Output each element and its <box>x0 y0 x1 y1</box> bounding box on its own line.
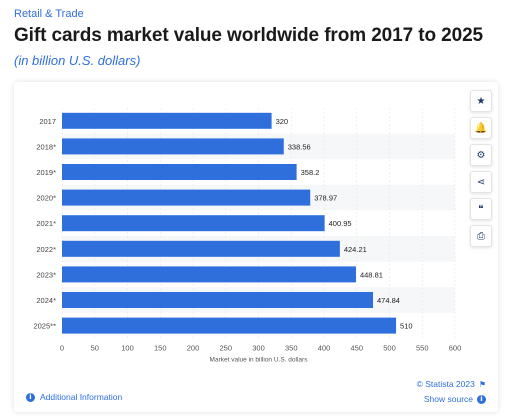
data-label: 424.21 <box>344 245 367 254</box>
cite-quote-icon[interactable]: ❝ <box>470 198 492 220</box>
category-label: 2024* <box>36 296 56 305</box>
x-tick-label: 500 <box>383 343 396 352</box>
x-tick-label: 350 <box>285 343 298 352</box>
x-tick-label: 450 <box>350 343 363 352</box>
category-label: 2022* <box>36 245 56 254</box>
category-label: 2021* <box>36 219 56 228</box>
category-link[interactable]: Retail & Trade <box>14 8 84 20</box>
category-label: 2025** <box>33 322 56 331</box>
bar <box>62 164 297 180</box>
data-label: 474.84 <box>377 296 400 305</box>
x-tick-label: 400 <box>318 343 331 352</box>
notification-bell-icon[interactable]: 🔔 <box>470 117 492 139</box>
additional-info-link[interactable]: i Additional Information <box>26 392 122 402</box>
show-source-link[interactable]: Show source i <box>424 394 486 404</box>
category-label: 2023* <box>36 270 56 279</box>
category-label: 2017 <box>39 117 56 126</box>
statista-copyright[interactable]: © Statista 2023 ⚑ <box>417 379 486 389</box>
data-label: 378.97 <box>314 194 337 203</box>
chart-card: 320 2017 338.56 2018* 358.2 2019* 378.97 2020* 4… <box>14 82 498 412</box>
data-label: 320 <box>276 117 289 126</box>
x-tick-label: 300 <box>252 343 265 352</box>
category-label: 2020* <box>36 194 56 203</box>
chart-subtitle: (in billion U.S. dollars) <box>14 53 141 68</box>
data-label: 400.95 <box>329 219 352 228</box>
bar <box>62 266 356 283</box>
data-label: 358.2 <box>301 168 320 177</box>
data-label: 448.81 <box>360 270 383 279</box>
x-tick-label: 100 <box>121 343 134 352</box>
info-icon: i <box>26 392 35 402</box>
category-label: 2018* <box>36 142 56 151</box>
bar <box>62 240 340 257</box>
additional-info-label: Additional Information <box>40 392 123 402</box>
show-source-label: Show source <box>423 394 473 404</box>
data-label: 510 <box>400 322 413 331</box>
tool-sidebar: ★ 🔔 ⚙ ⋖ ❝ ⎙ <box>470 90 494 252</box>
x-tick-label: 250 <box>219 343 232 352</box>
x-tick-label: 600 <box>449 343 462 352</box>
bar <box>62 138 284 155</box>
share-icon[interactable]: ⋖ <box>470 171 492 193</box>
bar <box>62 292 374 308</box>
favorite-star-icon[interactable]: ★ <box>470 90 492 112</box>
x-tick-label: 150 <box>154 343 167 352</box>
category-label: 2019* <box>36 168 56 177</box>
bar <box>62 189 311 206</box>
bar <box>62 215 325 232</box>
print-icon[interactable]: ⎙ <box>470 225 492 247</box>
settings-gear-icon[interactable]: ⚙ <box>470 144 492 166</box>
data-label: 338.56 <box>288 142 311 151</box>
bar <box>62 317 397 334</box>
x-tick-label: 0 <box>60 343 64 352</box>
x-tick-label: 50 <box>91 343 99 352</box>
x-axis-label: Market value in billion U.S. dollars <box>210 356 309 363</box>
flag-icon: ⚑ <box>478 379 486 389</box>
x-tick-label: 200 <box>187 343 200 352</box>
chart-title: Gift cards market value worldwide from 2… <box>14 25 484 46</box>
source-info-icon: i <box>477 394 486 404</box>
copyright-label: © Statista 2023 <box>416 379 475 389</box>
bar-chart: 320 2017 338.56 2018* 358.2 2019* 378.97 2020* 4… <box>33 108 462 363</box>
bar <box>62 112 272 129</box>
x-tick-label: 550 <box>416 343 429 352</box>
